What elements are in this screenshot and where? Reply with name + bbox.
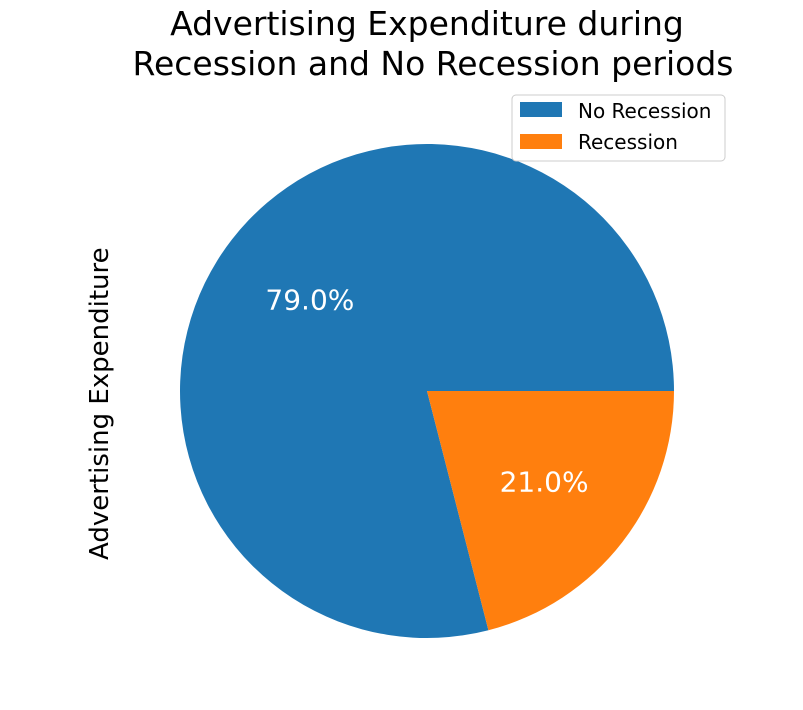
chart-title-line-2: Recession and No Recession periods: [133, 44, 734, 83]
legend: No Recession Recession: [511, 94, 726, 162]
pie-slices: [179, 144, 675, 639]
pie-slice-recession: [427, 391, 674, 631]
legend-label-no-recession: No Recession: [578, 99, 711, 123]
y-axis-label-clip: Advertising Expenditure: [85, 247, 115, 560]
legend-frame: [511, 94, 726, 162]
pie-label-recession: 21.0%: [500, 465, 589, 498]
pie-percent-labels: 79.0% 21.0%: [265, 284, 588, 499]
legend-swatch-recession: [520, 134, 562, 149]
legend-label-recession: Recession: [578, 130, 678, 154]
pie-label-no-recession: 79.0%: [265, 284, 354, 317]
y-axis-label: Advertising Expenditure: [85, 247, 115, 560]
chart-title-line-1: Advertising Expenditure during: [170, 4, 684, 43]
legend-swatch-no-recession: [520, 102, 562, 117]
pie-slice-no-recession: [179, 144, 675, 639]
